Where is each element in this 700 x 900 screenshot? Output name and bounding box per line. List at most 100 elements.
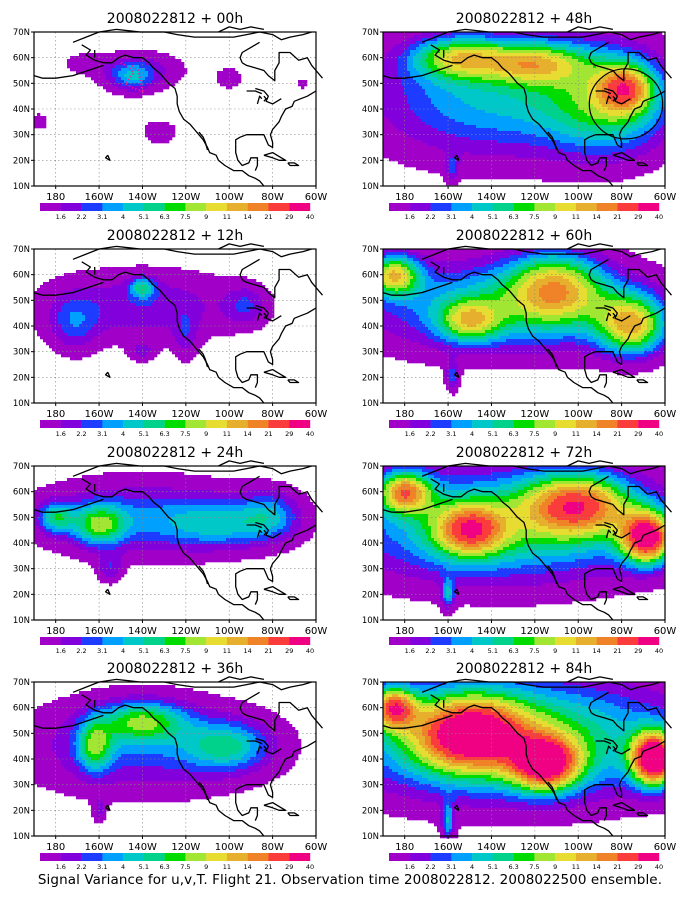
colorbar-swatch [61,203,82,211]
colorbar-label: 3.1 [97,863,107,871]
colorbar-swatch [206,637,227,645]
colorbar-label: 2.2 [425,647,435,655]
colorbar-label: 4 [121,647,125,655]
y-tick-label: 10N [362,832,379,842]
colorbar-swatch [451,420,472,428]
colorbar-swatch [431,420,452,428]
colorbar-label: 1.6 [405,213,415,221]
colorbar-swatch [82,853,103,861]
colorbar-swatch [576,203,597,211]
x-tick-label: 140W [477,842,506,853]
y-tick-label: 70N [362,462,379,472]
colorbar-swatch [638,420,659,428]
colorbar-label: 21 [613,863,621,871]
colorbar-swatch [227,420,248,428]
x-tick-label: 60W [305,626,328,637]
x-tick-label: 160W [85,626,114,637]
x-tick-label: 100W [215,842,244,853]
panel-title: 2008022812 + 72h [456,445,592,461]
y-tick-label: 60N [362,488,379,498]
colorbar-label: 11 [572,430,580,438]
map-panel: 2008022812 + 48h10N20N30N40N50N60N70N180… [362,11,677,221]
colorbar-label: 1.6 [405,647,415,655]
x-tick-label: 100W [215,409,244,420]
colorbar-label: 1.6 [56,213,66,221]
colorbar-label: 7.5 [529,213,539,221]
map-panel: 2008022812 + 84h10N20N30N40N50N60N70N180… [362,661,677,871]
colorbar-label: 14 [244,430,252,438]
x-tick-label: 180 [46,842,65,853]
y-tick-label: 50N [362,296,379,306]
colorbar-label: 4 [470,430,474,438]
colorbar-label: 14 [593,213,601,221]
colorbar-swatch [472,203,493,211]
colorbar-swatch [61,853,82,861]
y-tick-label: 20N [362,806,379,816]
y-tick-label: 50N [362,513,379,523]
y-tick-label: 40N [362,322,379,332]
colorbar-label: 9 [553,863,557,871]
signal-variance-figure: 2008022812 + 00h10N20N30N40N50N60N70N180… [0,0,700,900]
colorbar-label: 21 [613,213,621,221]
colorbar-label: 21 [264,863,272,871]
colorbar-swatch [165,203,186,211]
x-tick-label: 180 [395,842,414,853]
colorbar-label: 21 [613,430,621,438]
y-tick-label: 60N [13,54,30,64]
colorbar-swatch [617,420,638,428]
x-tick-label: 60W [654,409,677,420]
colorbar-swatch [144,203,165,211]
x-tick-label: 140W [477,409,506,420]
colorbar-swatch [493,637,514,645]
colorbar-label: 3.1 [97,213,107,221]
x-tick-label: 60W [305,842,328,853]
y-tick-label: 40N [13,755,30,765]
colorbar-label: 9 [553,430,557,438]
colorbar-label: 29 [285,647,293,655]
y-tick-label: 20N [362,156,379,166]
x-tick-label: 80W [261,626,284,637]
colorbar-label: 2.2 [76,430,86,438]
x-tick-label: 80W [261,842,284,853]
colorbar-swatch [451,853,472,861]
colorbar-swatch [185,203,206,211]
y-tick-label: 30N [362,781,379,791]
colorbar-label: 40 [306,647,314,655]
colorbar-swatch [638,203,659,211]
y-tick-label: 70N [362,678,379,688]
y-tick-label: 40N [13,539,30,549]
colorbar-swatch [40,637,61,645]
x-tick-label: 100W [564,192,593,203]
colorbar-swatch [493,203,514,211]
y-tick-label: 60N [13,488,30,498]
colorbar-swatch [102,637,123,645]
x-tick-label: 80W [610,192,633,203]
colorbar-swatch [555,637,576,645]
map-panel: 2008022812 + 36h10N20N30N40N50N60N70N180… [13,661,328,871]
x-tick-label: 160W [434,842,463,853]
y-tick-label: 70N [13,28,30,38]
colorbar-label: 7.5 [180,863,190,871]
colorbar-swatch [227,853,248,861]
x-tick-label: 100W [215,192,244,203]
colorbar-label: 11 [572,863,580,871]
colorbar-label: 5.1 [488,863,498,871]
panel-title: 2008022812 + 60h [456,228,592,244]
x-tick-label: 140W [128,192,157,203]
colorbar-label: 3.1 [446,213,456,221]
colorbar-label: 1.6 [405,863,415,871]
x-tick-label: 80W [610,842,633,853]
y-tick-label: 70N [13,462,30,472]
y-tick-label: 10N [13,182,30,192]
y-tick-label: 10N [13,832,30,842]
colorbar-label: 3.1 [97,647,107,655]
colorbar-label: 40 [306,213,314,221]
colorbar-label: 6.3 [159,647,169,655]
colorbar-swatch [289,637,310,645]
y-tick-label: 50N [362,79,379,89]
x-tick-label: 120W [171,192,200,203]
colorbar-label: 11 [223,863,231,871]
panel-title: 2008022812 + 84h [456,661,592,677]
x-tick-label: 120W [520,409,549,420]
colorbar-label: 21 [264,430,272,438]
